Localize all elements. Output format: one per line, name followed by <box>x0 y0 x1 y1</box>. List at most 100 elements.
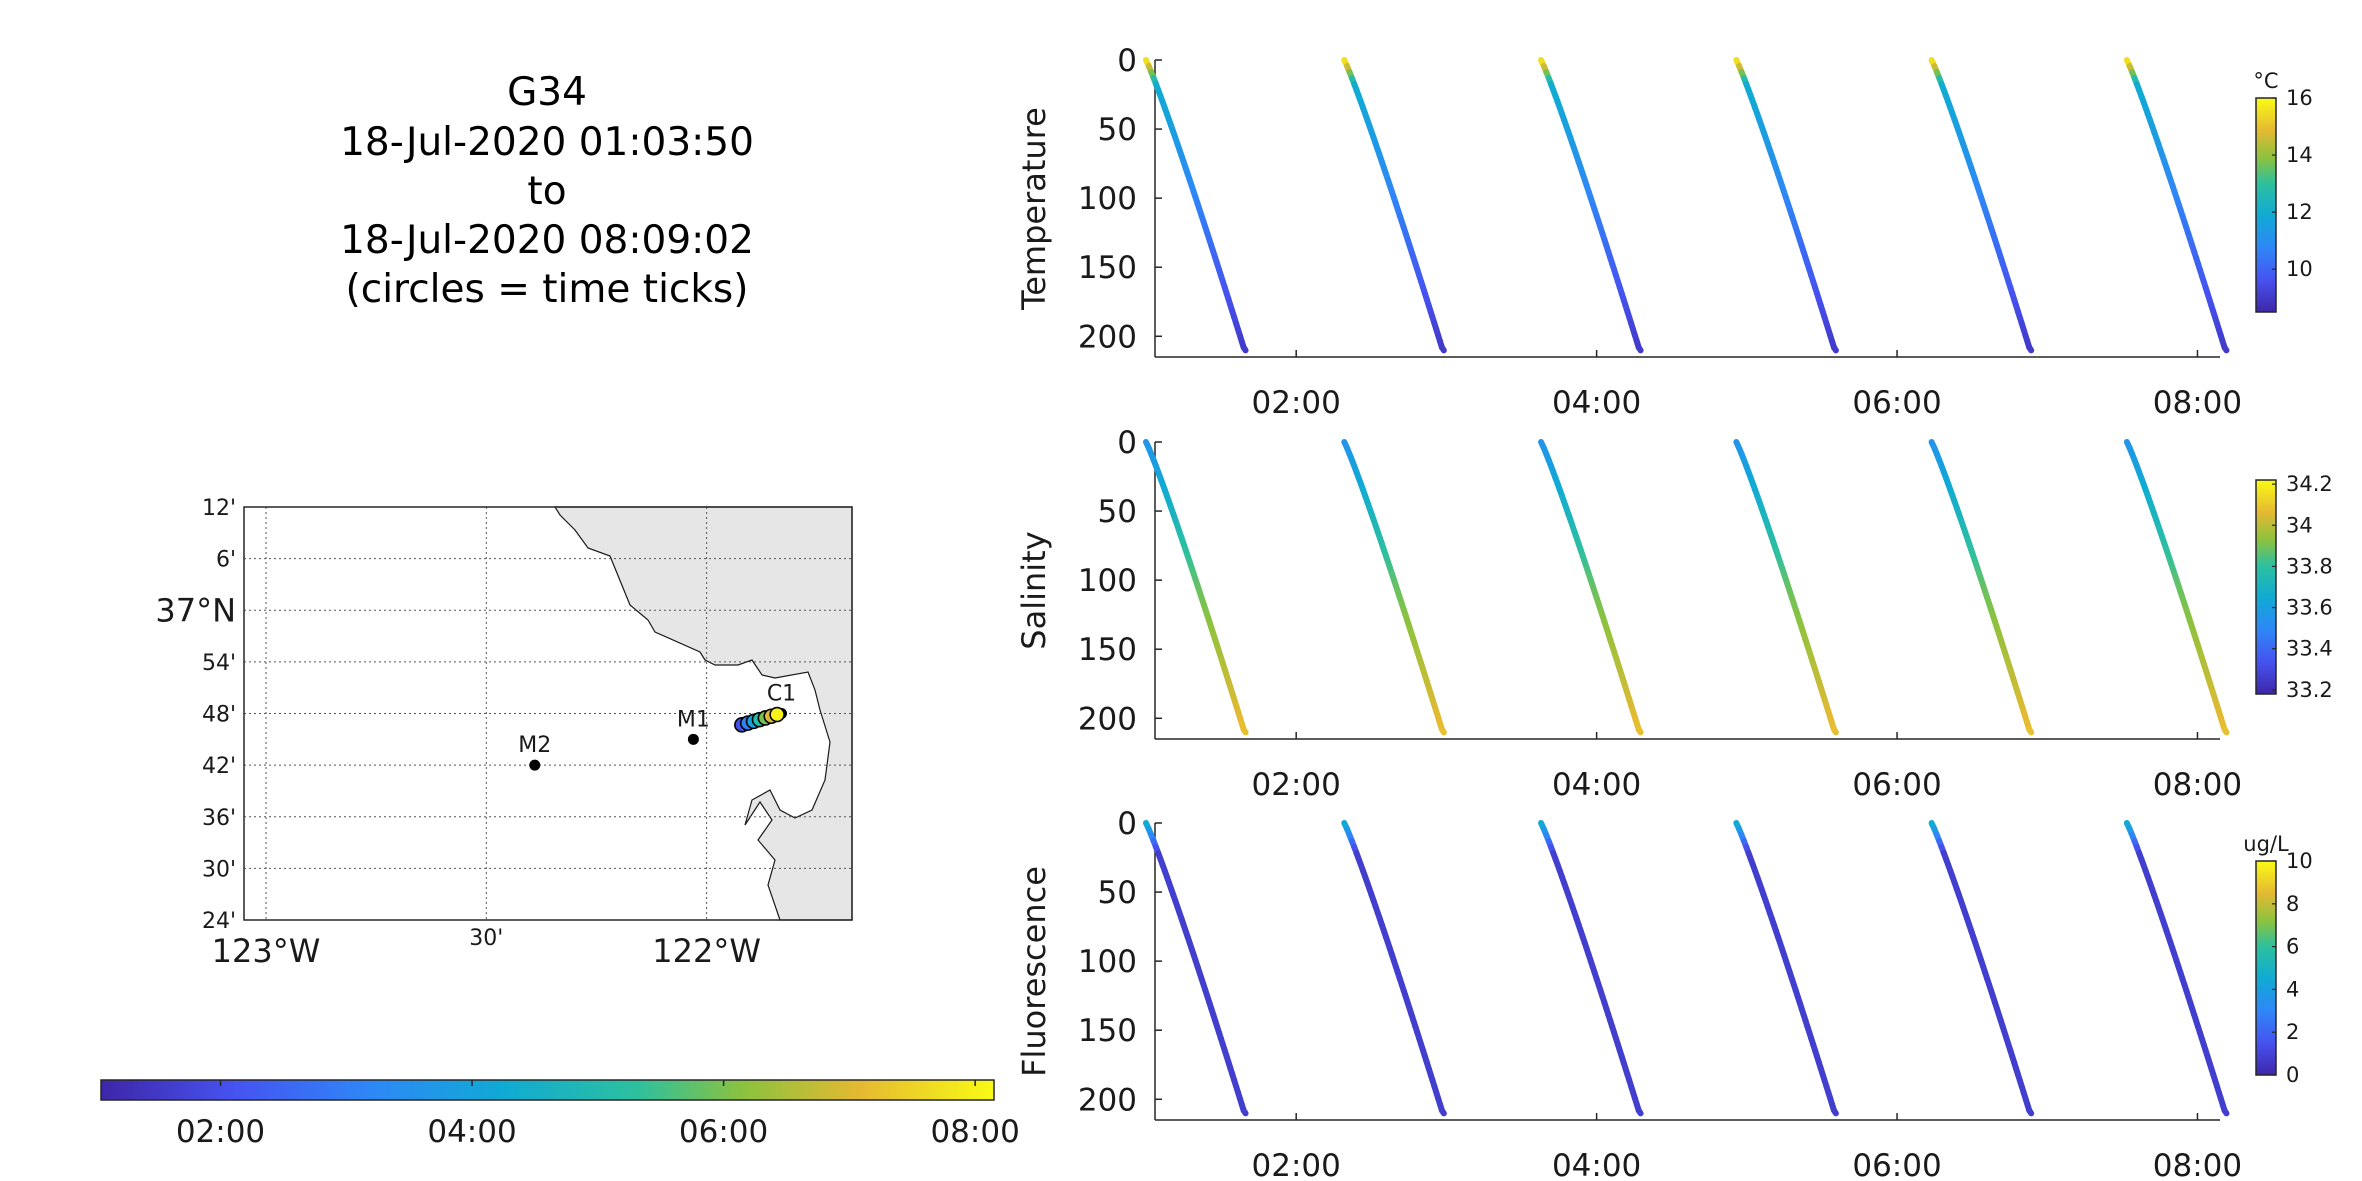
fluorescence-profile-3-segment <box>1635 1107 1644 1117</box>
station-marker <box>687 733 699 745</box>
temperature-profile-5-segment <box>2026 344 2035 354</box>
salinity-x-tick-label: 02:00 <box>1252 767 1341 803</box>
title-note: (circles = time ticks) <box>346 267 749 312</box>
fluorescence-colorbar-tick-label: 4 <box>2286 977 2299 1001</box>
temperature-y-tick-label: 150 <box>1078 250 1137 286</box>
station-label: M2 <box>518 733 551 758</box>
time-tick-circle <box>769 706 785 723</box>
salinity-profile-2-segment <box>1438 726 1447 736</box>
glider-track <box>734 706 785 733</box>
fluorescence-profile-6-segment <box>2221 1107 2230 1117</box>
time-colorbar: 02:00 04:00 06:00 08:00 <box>100 1079 1020 1150</box>
salinity-x-tick-label: 08:00 <box>2153 767 2242 803</box>
fluorescence-colorbar-tick-label: 8 <box>2286 892 2299 916</box>
map-lat-label: 37°N <box>155 591 236 629</box>
title-end-time: 18-Jul-2020 08:09:02 <box>340 218 754 263</box>
salinity-colorbar-tick-label: 34.2 <box>2286 472 2333 496</box>
fluorescence-x-tick-label: 06:00 <box>1852 1148 1941 1181</box>
salinity-y-tick-label: 200 <box>1078 701 1137 737</box>
map-stations: M2 M1 C1 <box>518 682 796 771</box>
map-lat-label: 48' <box>202 703 236 728</box>
station-label: M1 <box>677 707 710 732</box>
salinity-y-tick-label: 150 <box>1078 632 1137 668</box>
map-lat-label: 42' <box>202 754 236 779</box>
title-to: to <box>527 169 566 214</box>
temperature-ylabel: Temperature <box>1015 107 1053 311</box>
salinity-colorbar-tick-label: 33.4 <box>2286 637 2333 661</box>
fluorescence-y-tick-label: 100 <box>1078 944 1137 980</box>
fluorescence-profile-1-segment <box>1240 1107 1249 1117</box>
temperature-x-tick-label: 04:00 <box>1552 385 1641 421</box>
time-colorbar-tick-label: 04:00 <box>427 1114 516 1150</box>
title-glider: G34 <box>507 70 587 115</box>
fluorescence-colorbar-tick-label: 0 <box>2286 1063 2299 1087</box>
temperature-x-tick-label: 08:00 <box>2153 385 2242 421</box>
salinity-colorbar-gradient <box>2255 479 2277 695</box>
map-frame <box>243 506 853 921</box>
salinity-colorbar-tick-label: 33.8 <box>2286 554 2333 578</box>
fluorescence-colorbar-tick-label: 2 <box>2286 1020 2299 1044</box>
map-panel: 12' 6' 37°N 54' 48' 42' 36' 30' 24'123°W 30' 122°W… <box>155 496 853 970</box>
station-marker <box>529 759 541 771</box>
fluorescence-colorbar-gradient <box>2255 860 2277 1076</box>
salinity-y-tick-label: 0 <box>1117 425 1137 461</box>
map-lat-label: 36' <box>202 806 236 831</box>
temperature-y-tick-label: 200 <box>1078 319 1137 355</box>
temperature-y-tick-label: 50 <box>1098 112 1137 148</box>
temperature-colorbar-unit: °C <box>2253 69 2278 93</box>
salinity-colorbar-tick-label: 33.2 <box>2286 678 2333 702</box>
station-label: C1 <box>767 682 796 707</box>
temperature-x-tick-label: 06:00 <box>1852 385 1941 421</box>
map-lat-label: 12' <box>202 496 236 521</box>
fluorescence-colorbar-tick-label: 6 <box>2286 935 2299 959</box>
fluorescence-colorbar-tick-label: 10 <box>2286 849 2313 873</box>
fluorescence-y-tick-label: 150 <box>1078 1013 1137 1049</box>
map-lat-label: 24' <box>202 909 236 934</box>
salinity-profile-1-segment <box>1240 726 1249 736</box>
map-lat-label: 30' <box>202 857 236 882</box>
temperature-profile-1-segment <box>1240 344 1249 354</box>
time-colorbar-gradient <box>100 1079 995 1101</box>
temperature-panel: 0 50 100 150 200 02:00 04:00 06:00 08:00 Temperat… <box>1015 43 2313 421</box>
fluorescence-y-tick-label: 200 <box>1078 1082 1137 1118</box>
temperature-x-tick-label: 02:00 <box>1252 385 1341 421</box>
time-colorbar-ticks: 02:00 04:00 06:00 08:00 <box>176 1080 1020 1150</box>
temperature-colorbar-tick-label: 10 <box>2286 257 2313 281</box>
figure-title: G34 18-Jul-2020 01:03:50 to 18-Jul-2020 … <box>340 70 754 312</box>
fluorescence-profile-4-segment <box>1830 1107 1839 1117</box>
fluorescence-profile-2-segment <box>1438 1107 1447 1117</box>
salinity-x-tick-label: 06:00 <box>1852 767 1941 803</box>
temperature-y-tick-label: 0 <box>1117 43 1137 79</box>
fluorescence-x-tick-label: 02:00 <box>1252 1148 1341 1181</box>
land-mass <box>553 506 853 921</box>
salinity-colorbar-tick-label: 33.6 <box>2286 596 2333 620</box>
temperature-profile-3-segment <box>1635 344 1644 354</box>
temperature-colorbar-gradient <box>2255 97 2277 313</box>
salinity-profile-5-segment <box>2026 726 2035 736</box>
map-lat-label: 6' <box>216 548 236 573</box>
temperature-profile-2-segment <box>1438 344 1447 354</box>
time-colorbar-tick-label: 06:00 <box>679 1114 768 1150</box>
temperature-colorbar-tick-label: 16 <box>2286 86 2313 110</box>
fluorescence-y-tick-label: 50 <box>1098 875 1137 911</box>
salinity-x-tick-label: 04:00 <box>1552 767 1641 803</box>
temperature-y-tick-label: 100 <box>1078 181 1137 217</box>
salinity-ylabel: Salinity <box>1015 531 1053 649</box>
salinity-y-tick-label: 100 <box>1078 563 1137 599</box>
salinity-panel: 0 50 100 150 200 02:00 04:00 06:00 08:00 Salinity… <box>1015 425 2333 803</box>
salinity-profile-4-segment <box>1830 726 1839 736</box>
fluorescence-x-tick-label: 08:00 <box>2153 1148 2242 1181</box>
map-lat-label: 54' <box>202 651 236 676</box>
salinity-profile-3-segment <box>1635 726 1644 736</box>
fluorescence-y-tick-label: 0 <box>1117 806 1137 842</box>
temperature-colorbar-tick-label: 14 <box>2286 143 2313 167</box>
salinity-profile-6-segment <box>2221 726 2230 736</box>
map-lon-label: 30' <box>469 926 503 951</box>
map-labels: 12' 6' 37°N 54' 48' 42' 36' 30' 24'123°W 30' 122°W <box>155 496 761 970</box>
map-lon-label: 122°W <box>652 932 761 970</box>
fluorescence-x-tick-label: 04:00 <box>1552 1148 1641 1181</box>
map-lon-label: 123°W <box>212 932 321 970</box>
fluorescence-ylabel: Fluorescence <box>1015 866 1053 1077</box>
